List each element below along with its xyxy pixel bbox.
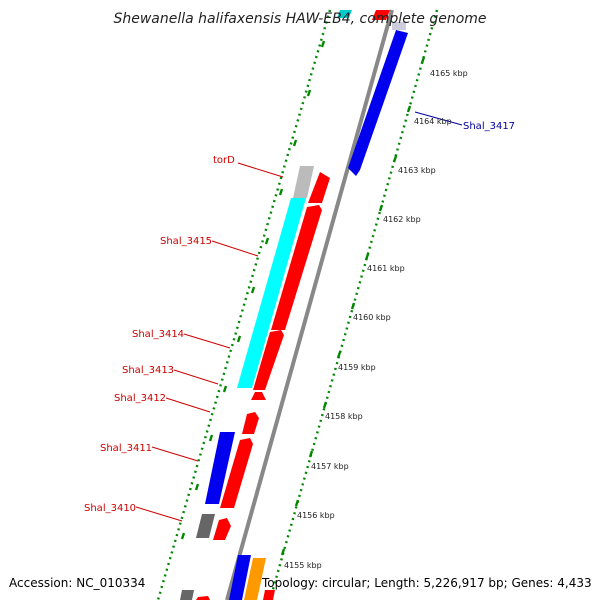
- gene-shal-3410-gray: [196, 514, 215, 538]
- gene-label-shal-3415: Shal_3415: [160, 236, 212, 247]
- label-pointers: [135, 111, 463, 522]
- accession-text: Accession: NC_010334: [9, 576, 145, 590]
- kbp-tick-labels: 4165 kbp 4164 kbp 4163 kbp 4162 kbp 4161…: [284, 69, 468, 570]
- kbp-label: 4157 kbp: [311, 462, 349, 471]
- inner-ring-major-ticks: [180, 40, 326, 540]
- gene-label-shal-3417: Shal_3417: [463, 121, 515, 132]
- topology-text: Topology: circular; Length: 5,226,917 bp…: [261, 576, 592, 590]
- gene-bottom-red-2: [263, 590, 275, 600]
- kbp-label: 4165 kbp: [430, 69, 468, 78]
- kbp-label: 4155 kbp: [284, 561, 322, 570]
- gene-shal-3415: [237, 198, 306, 388]
- gene-top-cyan-partial: [337, 10, 352, 18]
- map-title: Shewanella halifaxensis HAW-EB4, complet…: [113, 11, 486, 27]
- kbp-label: 4164 kbp: [414, 117, 452, 126]
- gene-red-small-1: [308, 172, 330, 203]
- kbp-label: 4163 kbp: [398, 166, 436, 175]
- kbp-label: 4160 kbp: [353, 313, 391, 322]
- gene-bottom-red: [196, 596, 210, 600]
- gene-tord: [293, 166, 314, 198]
- gene-shal-3417: [348, 30, 408, 176]
- genome-backbone: [225, 9, 394, 600]
- gene-bottom-blue: [229, 555, 251, 600]
- kbp-label: 4159 kbp: [338, 363, 376, 372]
- gene-shal-3411-blue: [205, 432, 235, 504]
- gene-labels: torD Shal_3415 Shal_3414 Shal_3413 Shal_…: [84, 121, 515, 514]
- gene-shal-3411-red: [220, 438, 253, 508]
- gene-top-lightgray: [392, 22, 406, 30]
- gene-label-shal-3411: Shal_3411: [100, 443, 152, 454]
- gene-bottom-orange: [244, 558, 266, 600]
- gene-shal-3413: [251, 392, 266, 400]
- outer-ring-major-ticks: [280, 56, 426, 556]
- gene-top-red-partial: [372, 10, 390, 20]
- kbp-label: 4161 kbp: [367, 264, 405, 273]
- gene-label-shal-3414: Shal_3414: [132, 329, 184, 340]
- kbp-label: 4156 kbp: [297, 511, 335, 520]
- gene-shal-3412: [242, 412, 259, 434]
- gene-bottom-gray: [180, 590, 194, 600]
- kbp-label: 4158 kbp: [325, 412, 363, 421]
- gene-red-long: [271, 205, 322, 330]
- kbp-label: 4162 kbp: [383, 215, 421, 224]
- gene-label-shal-3413: Shal_3413: [122, 365, 174, 376]
- gene-shal-3410-red: [213, 518, 231, 540]
- inner-dotted-ring: [156, 9, 332, 600]
- gene-label-shal-3410: Shal_3410: [84, 503, 136, 514]
- gene-label-tord: torD: [213, 155, 235, 166]
- gene-shal-3414: [253, 330, 284, 390]
- gene-label-shal-3412: Shal_3412: [114, 393, 166, 404]
